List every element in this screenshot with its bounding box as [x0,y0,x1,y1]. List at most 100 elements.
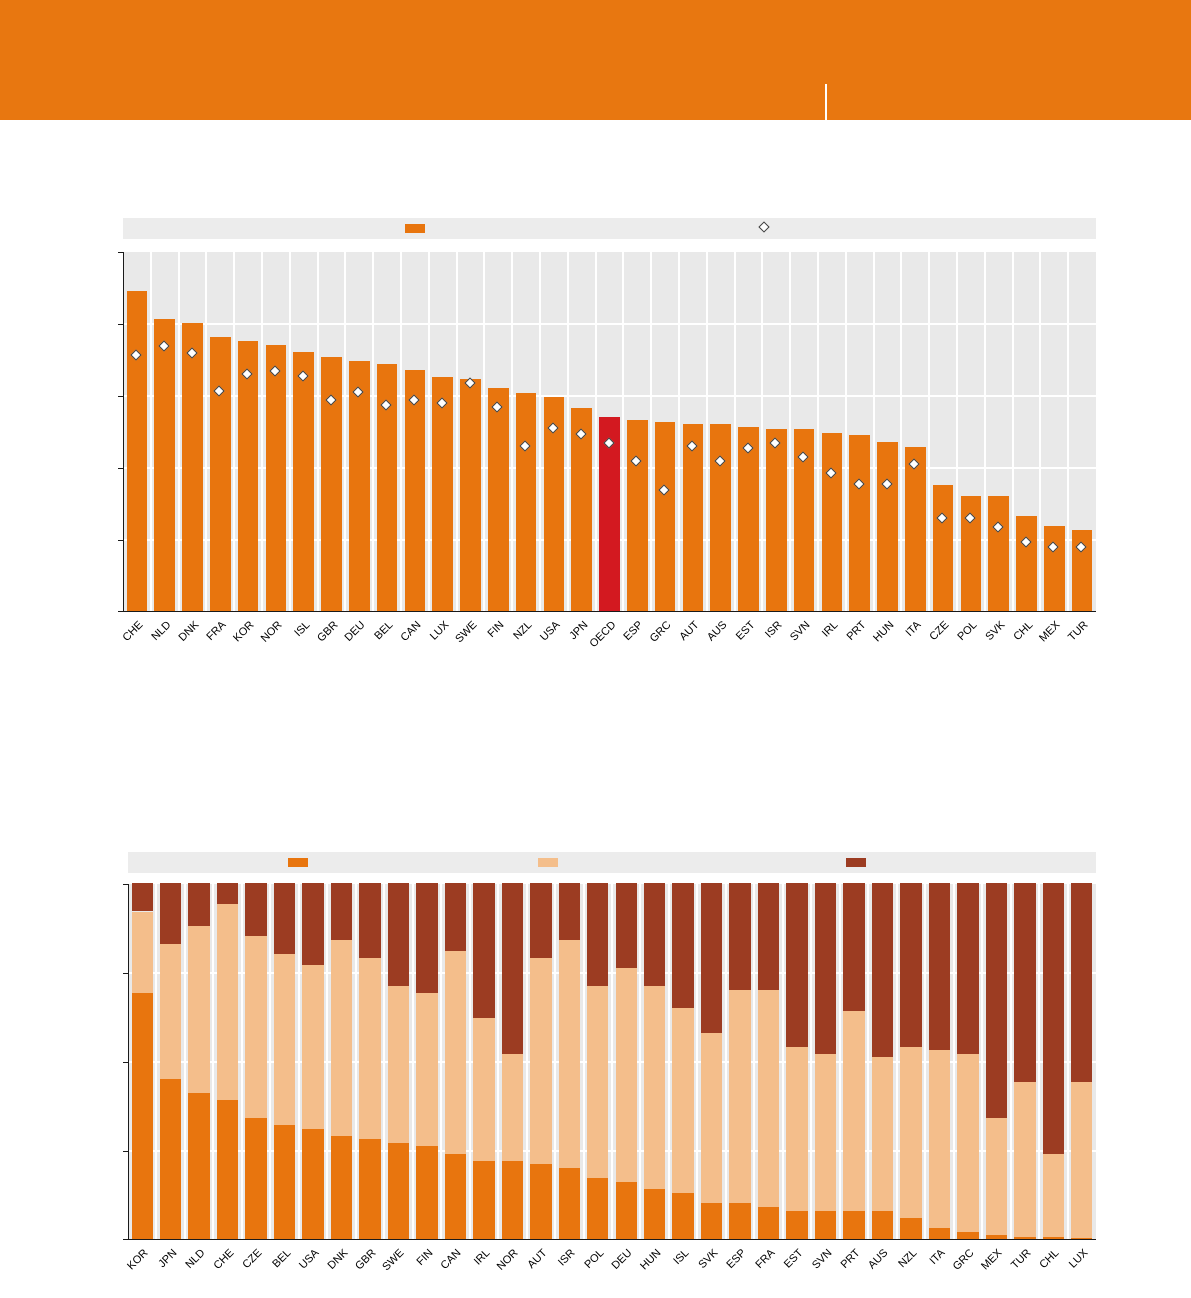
stacked-bar-segment-brown-aut [530,883,552,958]
column-separator [582,884,585,1239]
stacked-bar-segment-peach-prt [843,1011,865,1211]
chart2-legend-brown-swatch [846,858,866,867]
y-axis-tick [118,396,123,397]
column-separator [789,252,792,611]
y-axis-tick [123,973,128,974]
bar-cze [932,485,954,611]
column-separator [810,884,813,1239]
bar-irl [821,432,843,611]
stacked-bar-segment-peach-mex [985,1117,1008,1236]
stacked-bar-segment-peach-aut [530,957,552,1165]
stacked-bar-segment-brown-cze [245,883,267,937]
column-separator [761,252,764,611]
stacked-bar-segment-orange-svk [700,1203,723,1239]
bar-oecd [599,416,620,611]
column-separator [326,884,329,1239]
bar-gbr [321,357,342,611]
stacked-bar-segment-orange-svn [814,1210,837,1239]
stacked-bar-segment-orange-deu [615,1182,637,1239]
stacked-bar-segment-orange-can [444,1153,467,1239]
chart2-plot [123,883,1096,1240]
stacked-bar-segment-peach-fra [757,989,780,1207]
column-separator [511,252,514,611]
stacked-bar-segment-brown-isl [672,883,694,1008]
column-separator [269,884,272,1239]
column-separator [468,884,471,1239]
column-separator [288,252,291,611]
stacked-bar-segment-orange-nor [501,1160,524,1239]
stacked-bar-segment-peach-isr [558,939,581,1168]
column-separator [1038,884,1041,1239]
bar-fin [487,387,509,611]
stacked-bar-segment-peach-usa [302,964,324,1129]
bar-can [404,369,426,611]
bar-lux [432,377,454,611]
bar-swe [460,378,481,611]
header-band [0,0,1191,120]
column-separator [956,252,958,611]
stacked-bar-segment-orange-ita [928,1228,951,1239]
bar-hun [877,441,898,611]
stacked-bar-segment-brown-kor [131,883,153,912]
column-separator [400,252,402,611]
stacked-bar-segment-peach-irl [473,1018,495,1161]
stacked-bar-segment-orange-che [216,1100,239,1239]
stacked-bar-segment-peach-bel [273,954,296,1126]
stacked-bar-segment-orange-hun [643,1189,666,1239]
stacked-bar-segment-orange-irl [473,1160,495,1239]
column-separator [895,884,898,1239]
bar-kor [237,341,259,611]
column-separator [316,252,319,611]
column-separator [844,252,847,611]
bar-isr [765,429,787,611]
stacked-bar-segment-peach-svk [700,1032,723,1204]
stacked-bar-segment-orange-kor [131,993,153,1239]
column-separator [483,252,486,611]
bar-tur [1071,530,1093,611]
bar-ita [904,447,926,611]
bar-svk [988,495,1010,611]
stacked-bar-segment-brown-isr [558,883,581,940]
column-separator [981,884,984,1239]
y-axis-tick [123,1239,128,1240]
column-separator [261,252,263,611]
column-separator [566,252,569,611]
chart1-legend [123,218,1096,239]
y-axis-tick [118,611,123,612]
stacked-bar-segment-brown-aus [871,883,894,1058]
stacked-bar-segment-orange-dnk [330,1135,353,1239]
stacked-bar-segment-peach-cze [245,936,267,1118]
y-axis-tick [118,252,123,253]
stacked-bar-segment-peach-est [786,1046,808,1211]
bar-dnk [182,323,203,611]
stacked-bar-segment-peach-dnk [330,939,353,1136]
stacked-bar-segment-orange-jpn [159,1078,182,1239]
stacked-bar-segment-orange-gbr [359,1139,381,1239]
stacked-bar-segment-brown-deu [615,883,637,969]
stacked-bar-segment-orange-bel [273,1125,296,1239]
bar-che [126,290,148,611]
stacked-bar-segment-orange-pol [587,1178,609,1239]
bar-aut [682,423,704,611]
stacked-bar-segment-brown-nld [188,883,210,926]
column-separator [427,252,430,611]
y-axis-tick [118,540,123,541]
stacked-bar-segment-orange-aus [871,1210,894,1239]
stacked-bar-segment-brown-fra [757,883,780,990]
bar-usa [543,396,565,611]
column-separator [455,252,458,611]
y-axis-line [128,884,129,1240]
stacked-bar-segment-peach-swe [387,986,410,1143]
chart1-legend-diamond-marker-icon [758,221,770,233]
stacked-bar-segment-brown-lux [1071,883,1093,1083]
column-separator [872,252,875,611]
column-separator [867,884,870,1239]
bar-prt [849,434,871,611]
column-separator [440,884,443,1239]
column-separator [383,884,386,1239]
stacked-bar-segment-orange-lux [1071,1237,1093,1239]
column-separator [817,252,819,611]
stacked-bar-segment-orange-nld [188,1093,210,1239]
stacked-bar-segment-brown-che [216,883,239,905]
stacked-bar-segment-peach-esp [729,989,751,1204]
